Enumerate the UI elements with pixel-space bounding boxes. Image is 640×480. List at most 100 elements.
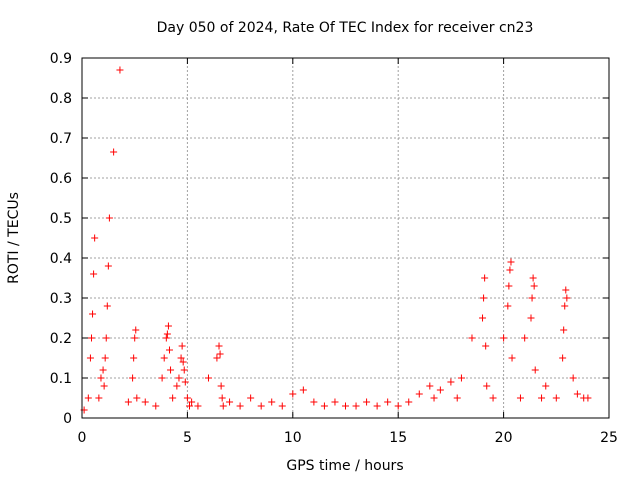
data-point xyxy=(247,394,255,402)
data-point xyxy=(506,266,514,274)
data-point xyxy=(342,402,349,410)
data-point xyxy=(160,354,168,362)
data-point xyxy=(129,374,137,382)
data-point xyxy=(430,394,438,402)
data-point xyxy=(560,326,568,334)
data-point xyxy=(268,398,276,406)
data-point xyxy=(482,342,490,350)
y-tick-label: 0.2 xyxy=(50,331,72,347)
data-point xyxy=(521,334,529,342)
data-point xyxy=(217,382,225,390)
data-point xyxy=(164,322,172,330)
data-point xyxy=(538,394,546,402)
data-point xyxy=(516,394,524,402)
y-tick-label: 0.5 xyxy=(50,211,72,227)
data-point xyxy=(569,374,577,382)
data-point xyxy=(175,374,183,382)
data-point xyxy=(87,334,95,342)
data-point xyxy=(194,402,202,410)
data-point xyxy=(447,378,455,386)
y-tick-label: 0 xyxy=(63,411,72,427)
data-point xyxy=(289,390,297,398)
data-point xyxy=(177,354,185,362)
data-point xyxy=(373,402,381,410)
data-point xyxy=(218,394,226,402)
data-point xyxy=(563,294,571,302)
data-point xyxy=(278,402,286,410)
y-tick-label: 0.3 xyxy=(50,291,72,307)
data-point xyxy=(97,374,105,382)
data-point xyxy=(178,342,186,350)
data-point xyxy=(236,402,244,410)
data-point xyxy=(468,334,476,342)
data-point xyxy=(101,354,109,362)
data-point xyxy=(181,378,189,386)
data-point xyxy=(215,342,223,350)
data-point xyxy=(352,402,360,410)
data-point xyxy=(179,358,187,366)
data-point xyxy=(130,354,138,362)
data-point xyxy=(99,366,107,374)
data-point xyxy=(505,282,513,290)
x-axis-label: GPS time / hours xyxy=(286,458,403,474)
data-point xyxy=(426,382,434,390)
axis-ticks: 0 5 10 15 20 25 0 0.1 0.2 0.3 0.4 0.5 0.6 0.7 0.8 0.9 xyxy=(50,51,618,446)
plot-frame xyxy=(81,57,610,419)
data-point xyxy=(110,148,118,156)
data-points xyxy=(80,66,592,414)
x-tick-label: 20 xyxy=(495,430,513,446)
data-point xyxy=(436,386,444,394)
data-point xyxy=(508,354,516,362)
data-point xyxy=(479,314,487,322)
data-point xyxy=(528,294,536,302)
x-tick-label: 5 xyxy=(183,430,192,446)
y-axis-label: ROTI / TECUs xyxy=(6,192,22,284)
data-point xyxy=(105,214,113,222)
data-point xyxy=(173,382,181,390)
data-point xyxy=(405,398,413,406)
data-point xyxy=(213,354,221,362)
data-point xyxy=(559,354,567,362)
data-point xyxy=(103,302,111,310)
grid-lines xyxy=(82,58,609,418)
y-tick-label: 0.9 xyxy=(50,51,72,67)
data-point xyxy=(216,350,224,358)
data-point xyxy=(102,334,110,342)
data-point xyxy=(219,402,227,410)
data-point xyxy=(90,270,98,278)
data-point xyxy=(320,402,328,410)
data-point xyxy=(132,326,140,334)
data-point xyxy=(584,394,592,402)
data-point xyxy=(226,398,234,406)
data-point xyxy=(500,334,508,342)
data-point xyxy=(95,394,103,402)
data-point xyxy=(504,302,512,310)
data-point xyxy=(257,402,265,410)
x-tick-label: 0 xyxy=(78,430,87,446)
data-point xyxy=(180,366,188,374)
data-point xyxy=(165,346,173,354)
data-point xyxy=(188,398,196,406)
data-point xyxy=(133,394,141,402)
x-tick-label: 10 xyxy=(284,430,302,446)
y-tick-label: 0.1 xyxy=(50,371,72,387)
data-point xyxy=(100,382,108,390)
data-point xyxy=(91,234,99,242)
data-point xyxy=(131,334,139,342)
data-point xyxy=(116,66,124,74)
data-point xyxy=(415,390,423,398)
y-tick-label: 0.6 xyxy=(50,171,72,187)
y-tick-label: 0.7 xyxy=(50,131,72,147)
data-point xyxy=(158,374,166,382)
data-point xyxy=(331,398,339,406)
data-point xyxy=(394,402,402,410)
data-point xyxy=(529,274,537,282)
data-point xyxy=(480,294,488,302)
data-point xyxy=(310,398,318,406)
data-point xyxy=(124,398,132,406)
data-point xyxy=(507,258,515,266)
data-point xyxy=(481,274,489,282)
data-point xyxy=(169,394,177,402)
data-point xyxy=(167,366,175,374)
